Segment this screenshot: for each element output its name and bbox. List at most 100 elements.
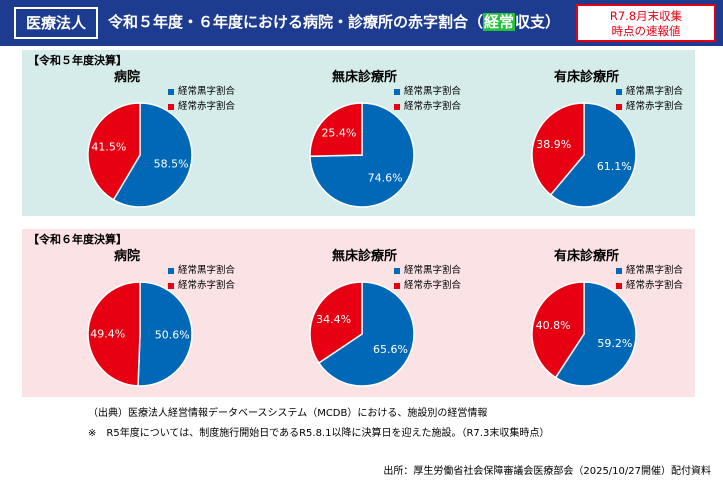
legend-entry: 経常赤字割合 (616, 278, 683, 293)
legend-entry: 経常赤字割合 (394, 278, 461, 293)
legend-swatch (394, 103, 400, 110)
fy2023-panel: 【令和５年度決算】 病院 経常黒字割合 経常赤字割合 58.5% 41.5% 無床診療所経… (22, 50, 695, 216)
title-highlight: 経常 (483, 13, 516, 31)
legend-swatch (168, 267, 174, 274)
legend-swatch (616, 282, 622, 289)
pie-data-label: 74.6% (368, 172, 403, 185)
source-credit: 出所：厚生労働省社会保障審議会医療部会（2025/10/27開催）配付資料 (383, 466, 711, 477)
legend-label: 経常赤字割合 (404, 101, 462, 112)
pie-slice-red (309, 102, 363, 158)
legend-entry: 経常黒字割合 (394, 263, 461, 278)
legend-label: 経常赤字割合 (404, 280, 462, 291)
chart-title: 有床診療所 (554, 249, 620, 264)
fy2024-section-label: 【令和６年度決算】 (28, 233, 127, 246)
chart-group: 有床診療所 経常黒字割合 経常赤字割合 59.2% 40.8% (466, 229, 686, 397)
chart-title: 病院 (114, 70, 141, 85)
chart-group: 有床診療所 経常黒字割合 経常赤字割合 61.1% 38.9% (466, 50, 686, 216)
legend-label: 経常黒字割合 (626, 86, 684, 97)
legend-entry: 経常黒字割合 (616, 263, 683, 278)
pie-chart: 50.6% 49.4% (87, 281, 193, 387)
pie-slice-black (554, 281, 637, 387)
chart-legend: 経常黒字割合 経常赤字割合 (616, 263, 683, 293)
title-prefix: 令和５年度・６年度における病院・診療所の赤字割合（ (108, 13, 484, 31)
pie-slice-black (137, 281, 193, 387)
chart-legend: 経常黒字割合 経常赤字割合 (394, 263, 461, 293)
fy2024-panel: 【令和６年度決算】 病院 経常黒字割合 経常赤字割合 50.6% 49.4% 無床診療所経… (22, 229, 695, 397)
legend-entry: 経常赤字割合 (168, 99, 235, 114)
chart-group: 無床診療所 経常黒字割合 経常赤字割合 65.6% 34.4% (244, 229, 464, 397)
pie-chart: 74.6% 25.4% (309, 102, 415, 208)
category-badge: 医療法人 (14, 7, 98, 39)
pie-data-label: 38.9% (536, 138, 571, 151)
legend-label: 経常黒字割合 (178, 86, 236, 97)
asterisk-footnote: ※ R5年度については、制度施行開始日であるR5.8.1以降に決算日を迎えた施設… (88, 428, 550, 439)
pie-slice-black (112, 102, 193, 208)
chart-title: 無床診療所 (332, 249, 398, 264)
title-suffix: 収支） (515, 13, 561, 31)
pie-data-label: 25.4% (321, 126, 356, 139)
pie-slice-red (87, 281, 141, 387)
legend-swatch (168, 282, 174, 289)
legend-label: 経常赤字割合 (178, 101, 236, 112)
legend-label: 経常黒字割合 (178, 265, 236, 276)
pie-slice-red (87, 102, 141, 201)
legend-swatch (616, 88, 622, 95)
legend-swatch (168, 103, 174, 110)
chart-group: 病院経常黒字割合 経常赤字割合 58.5% 41.5% (22, 50, 242, 216)
pie-data-label: 40.8% (536, 319, 571, 332)
legend-entry: 経常赤字割合 (394, 99, 461, 114)
pie-data-label: 34.4% (316, 313, 351, 326)
legend-swatch (394, 282, 400, 289)
chart-legend: 経常黒字割合 経常赤字割合 (394, 84, 461, 114)
notice-line-2: 時点の速報値 (611, 24, 681, 38)
chart-group: 無床診療所 経常黒字割合 経常赤字割合 74.6% 25.4% (244, 50, 464, 216)
pie-data-label: 50.6% (155, 329, 190, 342)
legend-swatch (394, 267, 400, 274)
legend-entry: 経常黒字割合 (616, 84, 683, 99)
legend-entry: 経常赤字割合 (616, 99, 683, 114)
pie-slice-black (317, 281, 415, 387)
pie-slice-red (531, 102, 585, 196)
pie-data-label: 61.1% (597, 160, 632, 173)
pie-data-label: 65.6% (373, 343, 408, 356)
legend-label: 経常黒字割合 (404, 86, 462, 97)
legend-label: 経常黒字割合 (404, 265, 462, 276)
pie-data-label: 41.5% (91, 140, 126, 153)
pie-slice-black (549, 102, 637, 208)
legend-label: 経常赤字割合 (626, 280, 684, 291)
legend-entry: 経常黒字割合 (168, 263, 235, 278)
legend-label: 経常赤字割合 (178, 280, 236, 291)
legend-label: 経常赤字割合 (626, 101, 684, 112)
legend-entry: 経常赤字割合 (168, 278, 235, 293)
legend-swatch (394, 88, 400, 95)
chart-title: 有床診療所 (554, 70, 620, 85)
fy2023-section-label: 【令和５年度決算】 (28, 54, 127, 67)
legend-label: 経常黒字割合 (626, 265, 684, 276)
chart-title: 無床診療所 (332, 70, 398, 85)
pie-data-label: 58.5% (154, 158, 189, 171)
legend-swatch (616, 103, 622, 110)
pie-data-label: 49.4% (90, 327, 125, 340)
page-title: 令和５年度・６年度における病院・診療所の赤字割合（経常収支） (108, 10, 560, 34)
legend-swatch (168, 88, 174, 95)
pie-slice-red (531, 281, 585, 379)
preliminary-notice: R7.8月末収集 時点の速報値 (576, 4, 716, 42)
chart-group: 病院経常黒字割合 経常赤字割合 50.6% 49.4% (22, 229, 242, 397)
legend-entry: 経常黒字割合 (394, 84, 461, 99)
pie-slice-black (309, 102, 415, 208)
source-footnote: （出典）医療法人経営情報データベースシステム（MCDB）における、施設別の経営情… (88, 408, 488, 419)
pie-data-label: 59.2% (597, 337, 632, 350)
pie-chart: 61.1% 38.9% (531, 102, 637, 208)
pie-chart: 58.5% 41.5% (87, 102, 193, 208)
header-bar: 医療法人 令和５年度・６年度における病院・診療所の赤字割合（経常収支） R7.8… (0, 0, 723, 46)
legend-swatch (616, 267, 622, 274)
chart-legend: 経常黒字割合 経常赤字割合 (616, 84, 683, 114)
pie-chart: 65.6% 34.4% (309, 281, 415, 387)
legend-entry: 経常黒字割合 (168, 84, 235, 99)
pie-chart: 59.2% 40.8% (531, 281, 637, 387)
chart-legend: 経常黒字割合 経常赤字割合 (168, 263, 235, 293)
chart-title: 病院 (114, 249, 141, 264)
chart-legend: 経常黒字割合 経常赤字割合 (168, 84, 235, 114)
notice-line-1: R7.8月末収集 (609, 9, 683, 23)
pie-slice-red (309, 281, 363, 364)
